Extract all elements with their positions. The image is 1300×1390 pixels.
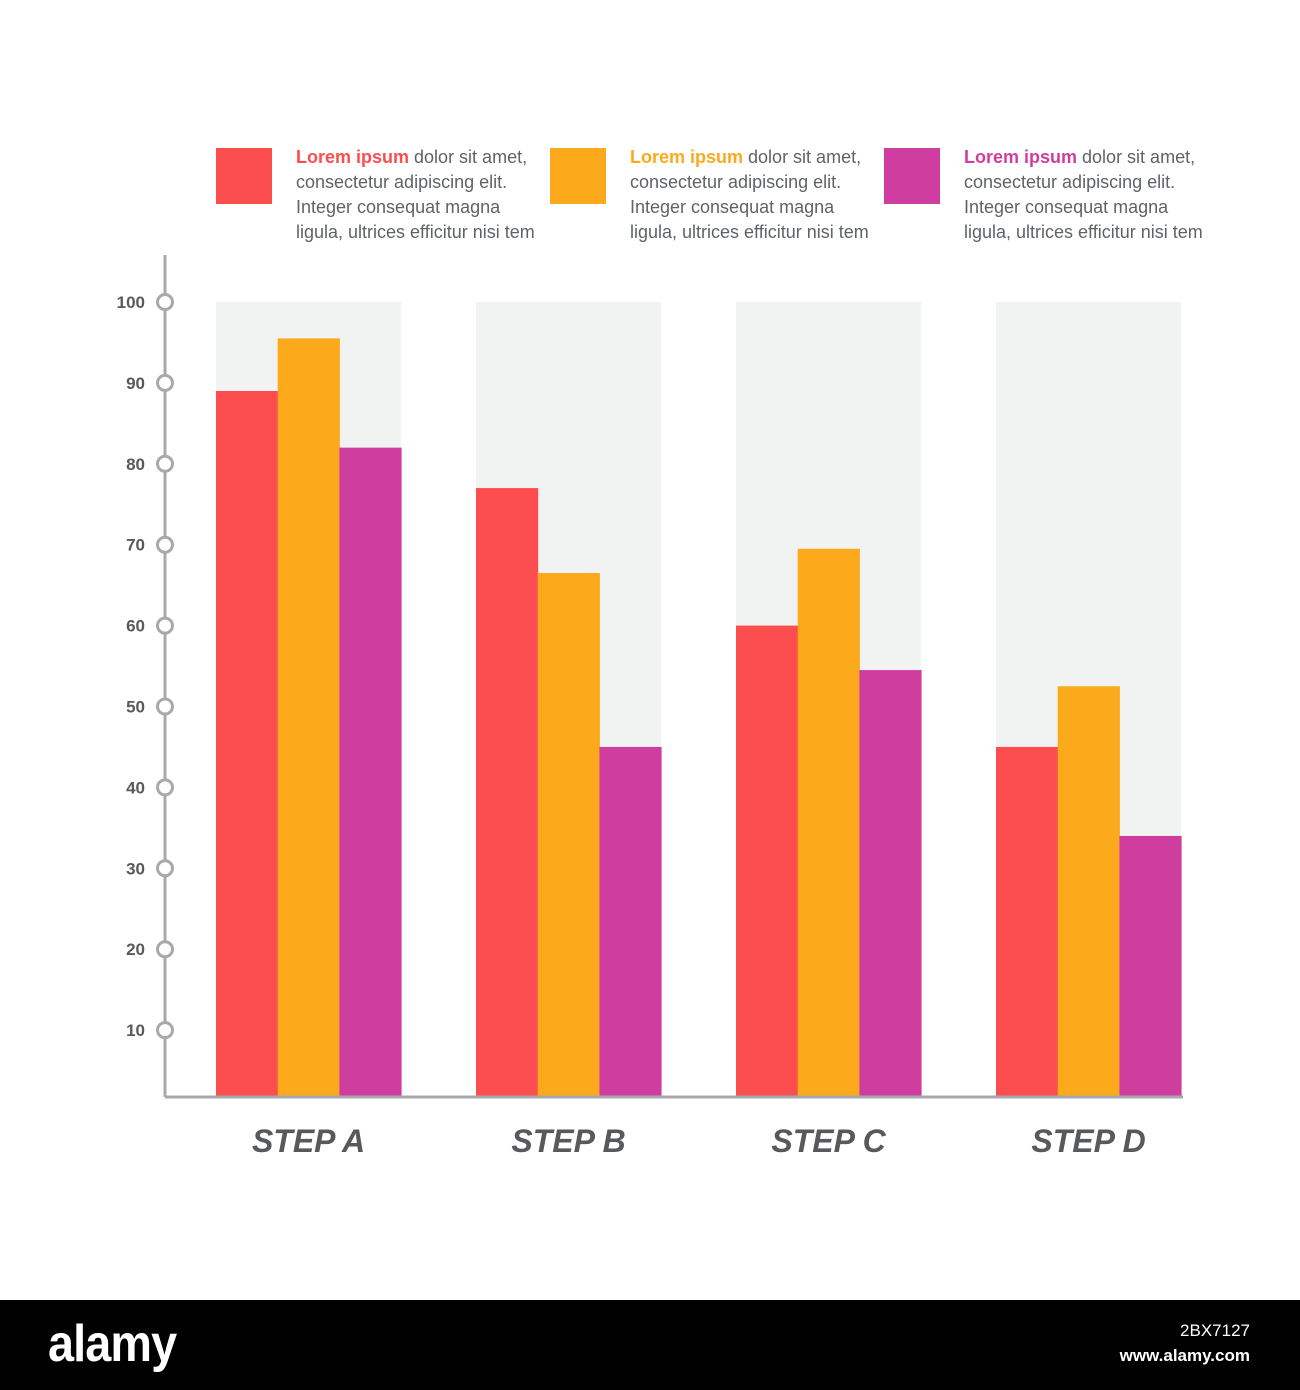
bar-4-series-1: [996, 746, 1059, 1097]
bar-3-series-1: [736, 625, 799, 1097]
bar-4-series-3: [1119, 835, 1182, 1097]
y-tick-marker: [156, 859, 174, 878]
y-tick-label: 90: [126, 374, 145, 393]
bar-2-series-3: [599, 746, 662, 1097]
legend-body-2: dolor sit amet, consectetur adipiscing e…: [630, 147, 869, 242]
y-tick-marker: [156, 778, 174, 797]
site-url: www.alamy.com: [1119, 1346, 1250, 1365]
y-tick-marker: [156, 697, 174, 716]
legend-body-1: dolor sit amet, consectetur adipiscing e…: [296, 147, 535, 242]
watermark-footer: alamy 2BX7127 www.alamy.com: [0, 1300, 1300, 1390]
legend-item-2: Lorem ipsum dolor sit amet, consectetur …: [550, 145, 869, 275]
legend-text-1: Lorem ipsum dolor sit amet, consectetur …: [296, 145, 536, 245]
legend-item-1: Lorem ipsum dolor sit amet, consectetur …: [216, 145, 535, 275]
x-axis-labels: STEP A STEP B STEP C STEP D: [252, 1123, 1146, 1159]
y-tick-label: 20: [126, 940, 145, 959]
legend-swatch-2: [550, 148, 606, 204]
y-tick-label: 50: [126, 698, 145, 717]
bar-3-series-3: [859, 670, 922, 1097]
x-tick-label: STEP D: [1031, 1123, 1145, 1159]
bar-3-series-2: [797, 548, 860, 1097]
y-tick-marker: [156, 293, 174, 311]
legend-lead-2: Lorem ipsum: [630, 147, 744, 167]
y-tick-label: 100: [117, 293, 145, 312]
y-tick-marker: [156, 616, 174, 635]
y-tick-marker: [156, 1021, 174, 1040]
y-tick-marker: [156, 373, 174, 392]
x-tick-label: STEP C: [771, 1123, 886, 1159]
y-tick-label: 80: [126, 455, 145, 474]
bar-2-series-1: [476, 488, 539, 1097]
legend-item-3: Lorem ipsum dolor sit amet, consectetur …: [884, 145, 1203, 275]
legend-lead-3: Lorem ipsum: [964, 147, 1078, 167]
y-axis: 10 20 30 40 50 60 70 80 90 100: [117, 255, 1183, 1099]
y-tick-label: 30: [126, 859, 145, 878]
y-tick-label: 70: [126, 536, 145, 555]
image-id: 2BX7127: [1180, 1321, 1250, 1340]
bar-1-series-2: [277, 338, 340, 1097]
y-tick-label: 10: [126, 1021, 145, 1040]
bar-2-series-2: [537, 573, 600, 1097]
legend-text-2: Lorem ipsum dolor sit amet, consectetur …: [630, 145, 870, 245]
y-tick-marker: [156, 454, 174, 473]
alamy-logo: alamy: [48, 1315, 177, 1373]
grouped-bar-chart: 10 20 30 40 50 60 70 80 90 100 STEP A STEP B STEP C…: [117, 255, 1183, 1159]
legend-swatch-3: [884, 148, 940, 204]
legend-text-3: Lorem ipsum dolor sit amet, consectetur …: [964, 145, 1204, 245]
image-id-block: 2BX7127 www.alamy.com: [1120, 1318, 1250, 1368]
x-tick-label: STEP B: [511, 1123, 625, 1159]
bars: [216, 338, 1182, 1097]
y-tick-marker: [156, 940, 174, 959]
legend-body-3: dolor sit amet, consectetur adipiscing e…: [964, 147, 1203, 242]
y-tick-label: 40: [126, 778, 145, 797]
x-tick-label: STEP A: [252, 1123, 365, 1159]
legend-swatch-1: [216, 148, 272, 204]
legend-lead-1: Lorem ipsum: [296, 147, 410, 167]
bar-1-series-3: [339, 447, 402, 1097]
y-tick-label: 60: [126, 617, 145, 636]
y-tick-marker: [156, 535, 174, 554]
bar-4-series-2: [1057, 686, 1120, 1097]
bar-1-series-1: [216, 390, 279, 1097]
